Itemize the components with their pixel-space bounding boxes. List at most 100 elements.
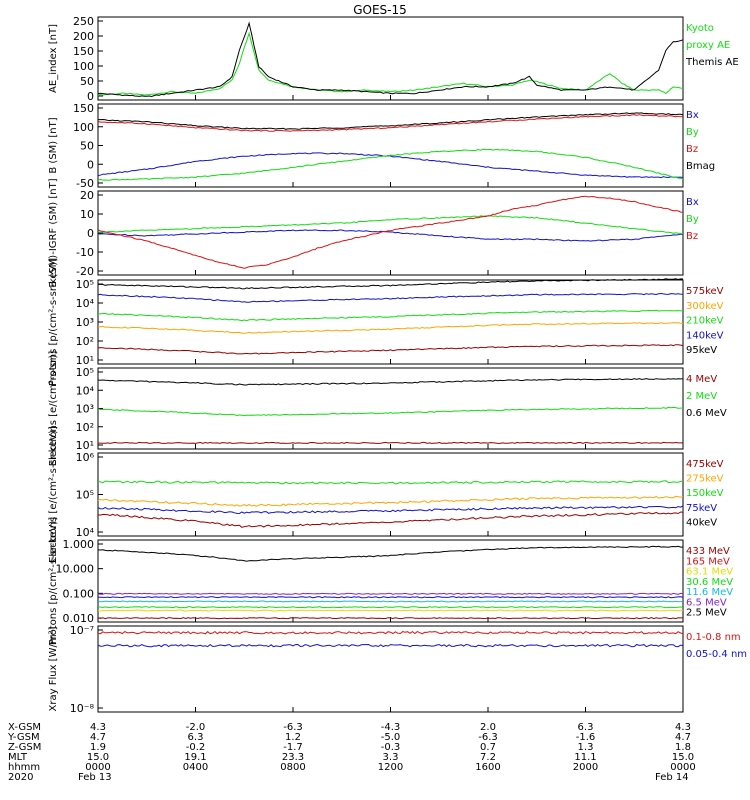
series-line-0-05-0-4-nm: [97, 643, 684, 648]
panel-6: 10⁶ 10⁵ 10⁴ Electrons [e/(cm²-s-sr-keV)] 475…: [48, 426, 724, 563]
series-line-30-6-mev: [97, 600, 684, 603]
y-axis-label: Protons [p/(cm²-s-sr-keV)]: [48, 258, 59, 386]
legend-entry: 95keV: [686, 345, 717, 356]
y-tick-label: 150: [73, 102, 94, 115]
series-line-75kev: [97, 511, 684, 528]
footer-value: 15.0: [672, 752, 694, 763]
y-tick-label: 0: [87, 158, 94, 171]
y-axis-label: Xray Flux [W/m²]: [48, 626, 59, 711]
series-line-bz: [97, 195, 684, 269]
y-tick-label: -10: [76, 246, 94, 259]
footer-value: 6.3: [188, 732, 204, 743]
legend-entry: 475keV: [686, 459, 724, 470]
footer-value: 1200: [378, 762, 403, 773]
footer-value: 15.0: [87, 752, 109, 763]
y-tick-label: 10²: [76, 335, 94, 348]
series-line-95kev: [97, 344, 684, 355]
legend-entry: Bz: [686, 231, 698, 242]
footer-value: 4.7: [90, 732, 106, 743]
y-tick-label: 10³: [76, 403, 94, 416]
footer-value: 1600: [475, 762, 500, 773]
panel-frame: [97, 452, 684, 537]
y-tick-label: 250: [73, 15, 94, 28]
legend-entry: Kyoto: [686, 23, 714, 34]
legend-entry: 165 MeV: [686, 556, 730, 567]
panel-4: 10⁵ 10⁴ 10³ 10² 10¹ Protons [p/(cm²-s-sr-keV)…: [48, 258, 724, 386]
legend-entry: 2.5 MeV: [686, 608, 727, 619]
legend-entry: Bx: [686, 197, 699, 208]
y-tick-label: 150: [73, 45, 94, 58]
footer-value: 4.7: [675, 732, 691, 743]
legend-entry: 0.1-0.8 nm: [686, 632, 741, 643]
series-line-300kev: [97, 292, 684, 303]
series-line-kyoto-proxy-ae: [97, 31, 684, 96]
footer-value: 11.1: [574, 752, 596, 763]
y-tick-label: 0: [87, 90, 94, 103]
y-axis-label: Electrons [e/(cm²-s-sr-keV)]: [48, 426, 59, 563]
panel-7: 1.000 10.000 0.100 0.010 Protons [p/(cm²-s-s…: [48, 517, 733, 645]
y-axis-label: AE_index [nT]: [48, 24, 59, 93]
series-line-475kev: [97, 480, 684, 485]
footer-row-label: hhmm: [8, 762, 40, 773]
y-tick-label: 10: [80, 208, 94, 221]
footer-value: 3.3: [383, 752, 399, 763]
footer-value: 2.0: [480, 722, 496, 733]
footer-row-label: Z-GSM: [8, 742, 41, 753]
footer-value: 7.2: [480, 752, 496, 763]
series-line-2-mev: [97, 406, 684, 417]
legend-entry: 75keV: [686, 503, 717, 514]
series-line-bx: [97, 229, 684, 242]
legend-entry: Themis AE: [685, 57, 739, 68]
y-tick-label: 100: [73, 121, 94, 134]
series-line-140kev: [98, 322, 684, 334]
footer-row-label: X-GSM: [8, 722, 41, 733]
y-axis-label: Protons [p/(cm²-s-sr-keV)]: [48, 517, 59, 645]
legend-entry: By: [686, 127, 699, 138]
series-line-275kev: [97, 495, 684, 507]
panel-2: 150 100 50 0 -50 B (SM) [nT] Bx By Bz Bmag: [48, 102, 715, 190]
y-tick-label: 1.000: [63, 538, 95, 551]
footer-value: 0000: [85, 762, 110, 773]
footer-value: 1.3: [578, 742, 594, 753]
series-line-63-1-mev: [97, 596, 684, 599]
y-tick-label: -50: [76, 177, 94, 190]
y-tick-label: 10²: [76, 421, 94, 434]
footer-value: -4.3: [381, 722, 401, 733]
legend-entry: Bmag: [686, 161, 715, 172]
series-line-0-6-mev: [98, 441, 683, 444]
y-tick-label: 10⁵: [76, 366, 94, 379]
y-tick-label: 10.000: [56, 563, 95, 576]
legend-entry: Bx: [686, 110, 699, 121]
panel-frame: [97, 190, 684, 276]
footer-value: 4.3: [90, 722, 106, 733]
y-tick-label: 10⁴: [76, 526, 95, 539]
footer-value: -2.0: [186, 722, 206, 733]
series-line-150kev: [97, 505, 684, 515]
legend-entry: 210keV: [686, 316, 724, 327]
panel-8: 10⁻⁷ 10⁻⁸ Xray Flux [W/m²] 0.1-0.8 nm 0.05-0…: [48, 624, 747, 715]
y-tick-label: 0: [87, 227, 94, 240]
y-tick-label: 10⁻⁸: [70, 702, 95, 715]
footer-end-date: Feb 14: [655, 772, 689, 783]
legend-entry: 4 MeV: [686, 374, 717, 385]
y-tick-label: 50: [80, 75, 94, 88]
legend-entry: 275keV: [686, 474, 724, 485]
series-line-165-mev: [97, 592, 684, 595]
footer-value: -1.7: [283, 742, 303, 753]
footer-value: -6.3: [478, 732, 498, 743]
y-tick-label: 10³: [76, 316, 94, 329]
legend-entry: proxy AE: [686, 40, 730, 51]
y-tick-label: 0.100: [63, 587, 95, 600]
panel-frame: [97, 625, 684, 713]
y-tick-label: 10⁻⁷: [70, 624, 94, 637]
panel-frame: [97, 279, 684, 365]
legend-entry: Bz: [686, 144, 698, 155]
y-tick-label: 10¹: [76, 439, 94, 452]
y-tick-label: 50: [80, 140, 94, 153]
legend-entry: 140keV: [686, 330, 724, 341]
y-tick-label: 10⁴: [76, 297, 95, 310]
footer-value: -5.0: [381, 732, 401, 743]
series-line-4-mev: [97, 378, 683, 386]
